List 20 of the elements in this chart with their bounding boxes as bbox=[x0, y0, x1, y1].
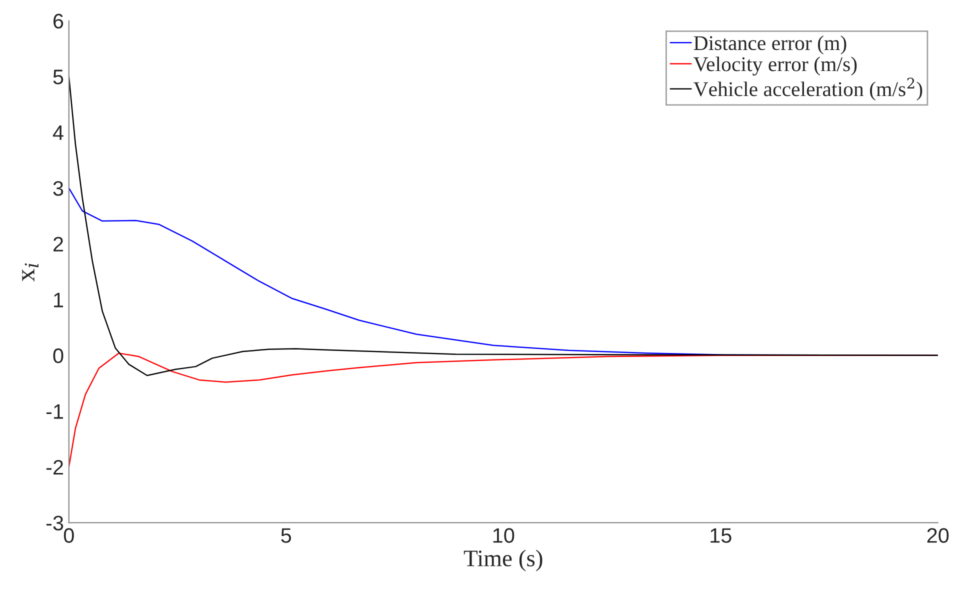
x-tick-label: 5 bbox=[281, 528, 292, 543]
legend-label: Distance error (m) bbox=[694, 36, 846, 54]
y-tick-label: 1 bbox=[54, 292, 64, 308]
x-tick-label: 20 bbox=[927, 528, 949, 543]
y-tick-label: 5 bbox=[53, 70, 64, 84]
y-axis-title: x$_{i}$ bbox=[22, 263, 38, 282]
y-tick-label: 2 bbox=[54, 236, 63, 252]
y-tick-label: -2 bbox=[46, 460, 63, 474]
y-tick-label: 6 bbox=[54, 14, 64, 29]
y-tick-label: 3 bbox=[53, 181, 64, 196]
legend-label: Vehicle acceleration (m/s$^{2}$) bbox=[694, 78, 922, 100]
y-tick-label: -1 bbox=[46, 404, 64, 419]
y-tick-label: 0 bbox=[53, 348, 64, 364]
x-tick-label: 0 bbox=[64, 528, 74, 543]
x-tick-label: 10 bbox=[493, 528, 514, 543]
x-axis-title: Time (s) bbox=[464, 550, 542, 572]
legend-label: Velocity error (m/s) bbox=[694, 56, 857, 76]
y-tick-label: 4 bbox=[52, 126, 64, 140]
y-tick-label: -3 bbox=[46, 516, 64, 530]
x-tick-label: 15 bbox=[710, 528, 732, 543]
